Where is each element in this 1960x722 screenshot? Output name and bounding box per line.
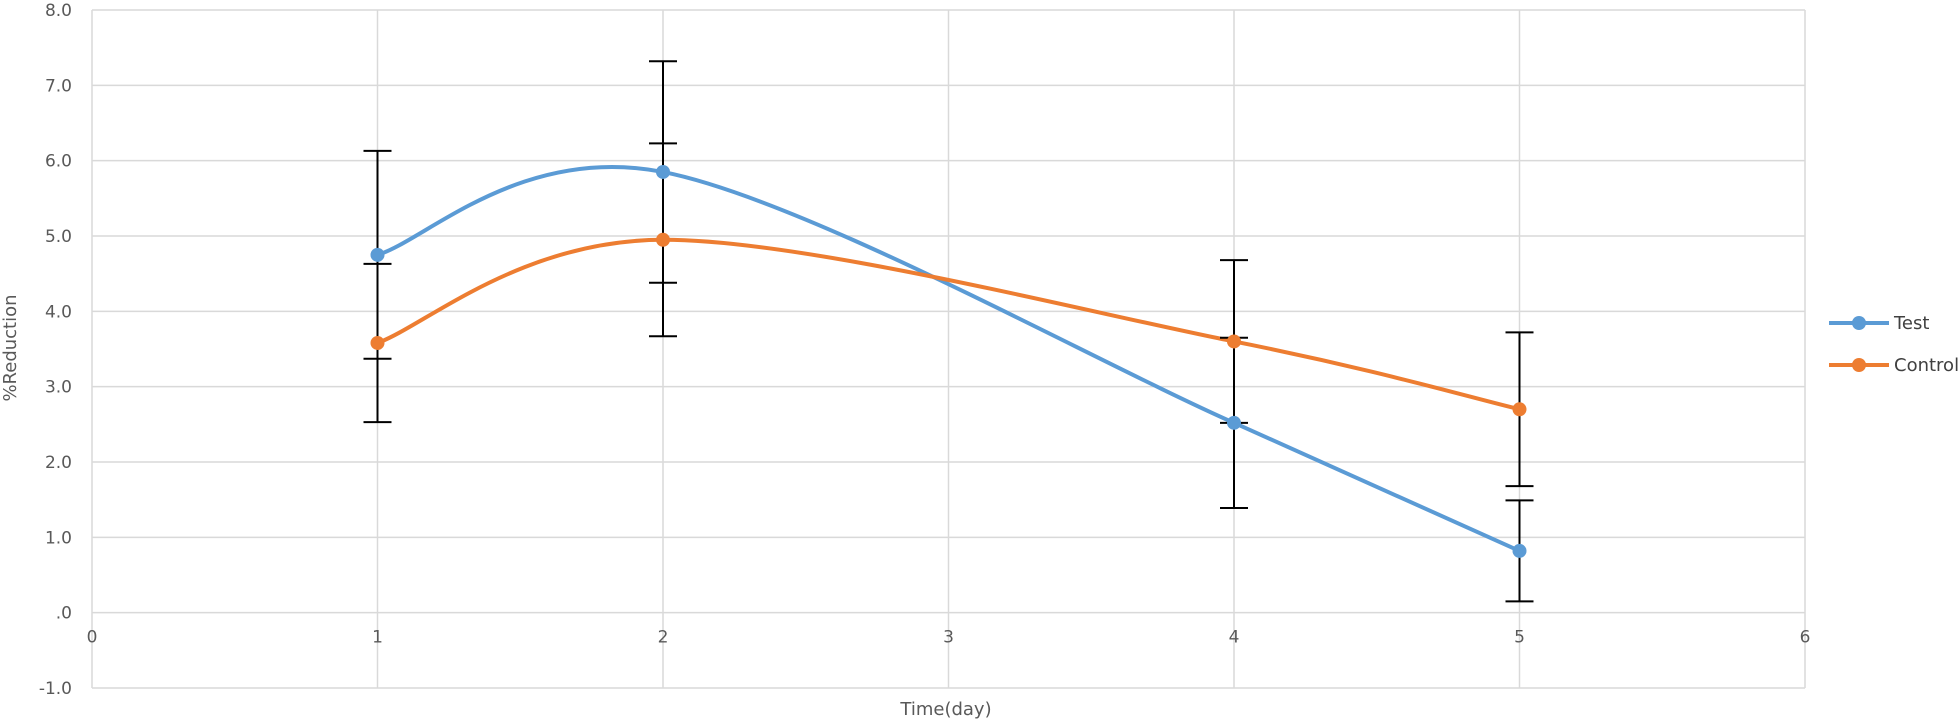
series-layer	[363, 60, 1534, 603]
legend: Test Control	[1829, 313, 1959, 376]
x-tick-label: 4	[1229, 628, 1240, 648]
data-point-test	[1227, 415, 1241, 430]
data-point-control	[1227, 334, 1241, 349]
y-tick-label: 4.0	[45, 302, 72, 322]
data-point-test	[370, 247, 385, 262]
legend-label: Test	[1893, 313, 1929, 334]
legend-item-control: Control	[1829, 355, 1959, 376]
legend-marker	[1852, 358, 1866, 372]
legend-item-test: Test	[1829, 313, 1929, 334]
y-axis-title: %Reduction	[0, 294, 21, 401]
y-tick-label: 5.0	[45, 227, 72, 247]
x-tick-label: 2	[658, 628, 669, 648]
legend-label: Control	[1894, 355, 1959, 376]
series-markers	[370, 164, 1527, 558]
y-tick-label: 2.0	[45, 453, 72, 473]
data-point-test	[1512, 543, 1527, 558]
y-tick-label: .0	[56, 604, 72, 624]
y-tick-label: 1.0	[45, 528, 72, 548]
y-tick-label: 7.0	[45, 76, 72, 96]
y-tick-label: 3.0	[45, 378, 72, 398]
y-axis-ticks: -1.0 .0 1.0 2.0 3.0 4.0 5.0 6.0 7.0 8.0	[39, 1, 72, 699]
y-tick-label: -1.0	[39, 679, 72, 699]
data-point-test	[656, 164, 670, 179]
x-tick-label: 1	[372, 628, 383, 648]
x-tick-label: 0	[87, 628, 98, 648]
x-tick-label: 5	[1514, 628, 1525, 648]
x-tick-label: 6	[1800, 628, 1811, 648]
x-axis-ticks: 0 1 2 3 4 5 6	[87, 628, 1811, 648]
legend-marker	[1852, 316, 1866, 330]
data-point-control	[656, 232, 670, 247]
grid	[91, 9, 1806, 689]
data-point-control	[370, 335, 385, 350]
data-point-control	[1512, 402, 1527, 417]
y-tick-label: 6.0	[45, 152, 72, 172]
series-lines	[376, 165, 1521, 553]
x-axis-title: Time(day)	[899, 699, 991, 720]
y-tick-label: 8.0	[45, 1, 72, 21]
x-tick-label: 3	[943, 628, 954, 648]
series-line-control	[376, 237, 1520, 412]
